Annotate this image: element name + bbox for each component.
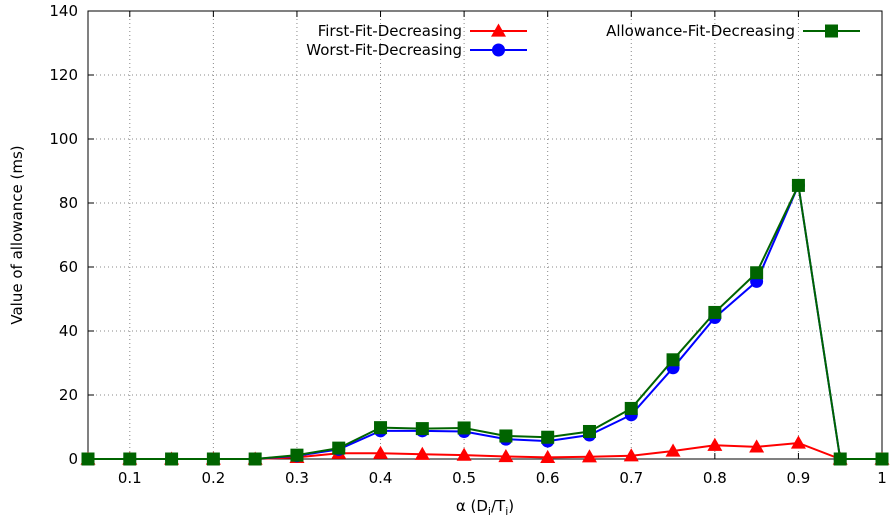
series-allowance-fit-decreasing [81,178,889,466]
y-tick-label: 40 [59,322,78,340]
axis-ticks: 0 20 40 60 80 100 120 140 0.1 0.2 0.3 0.4 0.5 0.6 0.7 0… [49,2,886,487]
data-point-allowance-fit-decreasing [374,421,388,435]
data-point-allowance-fit-decreasing [206,452,220,466]
y-tick-label: 140 [49,2,78,20]
data-point-allowance-fit-decreasing [624,401,638,415]
data-point-allowance-fit-decreasing [791,178,805,192]
x-tick-label: 0.9 [786,469,810,487]
y-axis-title: Value of allowance (ms) [8,145,26,324]
data-point-first-fit-decreasing [707,437,723,451]
x-tick-label: 1 [877,469,887,487]
data-point-allowance-fit-decreasing [165,452,179,466]
data-point-allowance-fit-decreasing [582,424,596,438]
x-tick-label: 0.4 [369,469,393,487]
data-point-allowance-fit-decreasing [541,430,555,444]
x-axis-title-part: ) [508,497,514,515]
data-point-allowance-fit-decreasing [290,448,304,462]
x-axis-title-part: /T [491,497,506,515]
y-tick-label: 100 [49,130,78,148]
y-tick-label: 0 [68,450,78,468]
y-tick-label: 60 [59,258,78,276]
data-point-allowance-fit-decreasing [81,452,95,466]
y-tick-label: 80 [59,194,78,212]
x-tick-label: 0.8 [703,469,727,487]
data-point-first-fit-decreasing [498,448,514,463]
legend-marker [492,43,505,57]
legend-entry-allowance-fit-decreasing: Allowance-Fit-Decreasing [606,22,860,40]
data-point-allowance-fit-decreasing [666,353,680,367]
data-point-first-fit-decreasing [623,448,639,462]
plot-frame [87,10,883,460]
x-axis-title: α (Di/Ti) [456,497,514,518]
data-point-allowance-fit-decreasing [499,429,513,443]
x-tick-label: 0.7 [619,469,643,487]
legend-marker [491,23,506,37]
data-point-first-fit-decreasing [749,439,765,453]
x-axis-title-part: α (D [456,497,488,515]
y-tick-label: 20 [59,386,78,404]
x-tick-label: 0.5 [452,469,476,487]
data-point-allowance-fit-decreasing [708,305,722,319]
legend-entry-first-fit-decreasing: First-Fit-Decreasing [318,22,527,40]
data-point-first-fit-decreasing [665,443,681,457]
y-tick-label: 120 [49,66,78,84]
x-tick-label: 0.6 [536,469,560,487]
x-tick-label: 0.3 [285,469,309,487]
legend: First-Fit-DecreasingWorst-Fit-Decreasing… [306,22,860,59]
x-axis-title-subscript: i [505,505,508,518]
legend-label: Allowance-Fit-Decreasing [606,22,795,40]
data-point-allowance-fit-decreasing [750,266,764,280]
legend-label: First-Fit-Decreasing [318,22,462,40]
data-point-first-fit-decreasing [790,435,806,449]
data-point-allowance-fit-decreasing [457,421,471,435]
data-point-allowance-fit-decreasing [248,452,262,466]
legend-entry-worst-fit-decreasing: Worst-Fit-Decreasing [306,41,527,59]
data-point-first-fit-decreasing [373,445,389,459]
data-point-first-fit-decreasing [581,449,597,463]
data-point-first-fit-decreasing [540,449,556,464]
series-line-allowance-fit-decreasing [88,182,882,460]
series-first-fit-decreasing [80,435,890,465]
x-tick-label: 0.2 [201,469,225,487]
data-point-allowance-fit-decreasing [875,452,889,466]
data-point-allowance-fit-decreasing [123,452,137,466]
x-axis-title-subscript: i [488,505,491,518]
data-point-allowance-fit-decreasing [833,452,847,466]
legend-marker [825,24,838,38]
grid-lines [88,11,882,459]
series-worst-fit-decreasing [81,178,889,466]
legend-label: Worst-Fit-Decreasing [306,41,462,59]
data-series [80,178,890,466]
series-line-worst-fit-decreasing [88,181,882,460]
x-tick-label: 0.1 [118,469,142,487]
data-point-allowance-fit-decreasing [332,441,346,455]
data-point-first-fit-decreasing [414,446,430,460]
data-point-allowance-fit-decreasing [415,422,429,436]
data-point-first-fit-decreasing [456,447,472,461]
